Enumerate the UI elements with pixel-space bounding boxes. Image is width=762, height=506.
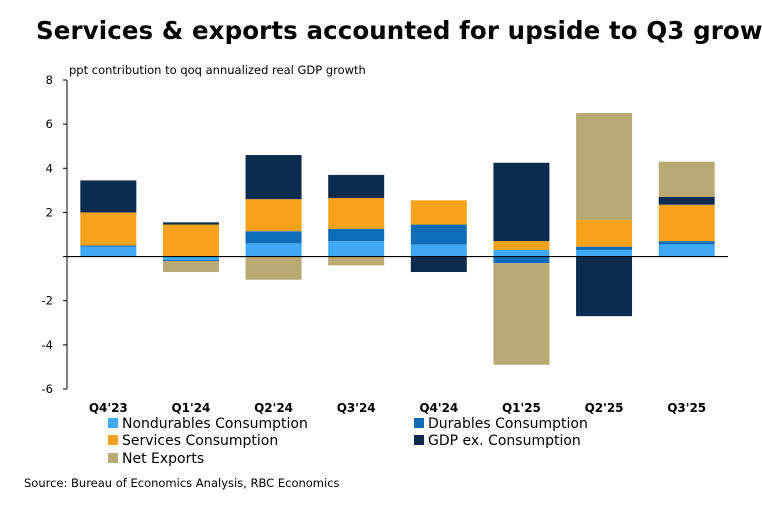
y-tick-label: 6 (46, 117, 53, 131)
bar-segment-services-consumption (328, 198, 385, 229)
bar-segment-services-consumption (410, 200, 467, 225)
bar-segment-durables-consumption (410, 224, 467, 245)
legend-label: Services Consumption (122, 433, 278, 449)
y-tick-label: 8 (46, 73, 53, 87)
bar-segment-services-consumption (80, 212, 137, 246)
bar-segment-nondurables-consumption (80, 246, 137, 257)
legend-swatch (108, 418, 118, 428)
x-tick-label: Q4'23 (89, 401, 128, 415)
bar-segment-gdp-ex-consumption (658, 196, 715, 205)
bar-segment-gdp-ex-consumption (576, 256, 633, 317)
chart-title: Services & exports accounted for upside … (36, 16, 762, 45)
bar-segment-nondurables-consumption (162, 256, 219, 260)
bar-segment-services-consumption (658, 204, 715, 242)
legend-label: Net Exports (122, 451, 204, 467)
bar-segment-nondurables-consumption (576, 249, 633, 257)
legend-label: Nondurables Consumption (122, 416, 308, 432)
bar-segment-durables-consumption (658, 241, 715, 245)
bar-segment-nondurables-consumption (328, 241, 385, 257)
bar-segment-durables-consumption (162, 259, 219, 261)
y-axis-label: ppt contribution to qoq annualized real … (69, 63, 366, 77)
bar-segment-durables-consumption (245, 231, 302, 244)
legend-swatch (414, 435, 424, 445)
bar-segment-net-exports (658, 161, 715, 197)
bar-segment-services-consumption (162, 224, 219, 257)
x-tick-label: Q4'24 (419, 401, 458, 415)
x-tick-label: Q1'24 (171, 401, 210, 415)
source-note: Source: Bureau of Economics Analysis, RB… (24, 476, 340, 490)
legend-swatch (414, 418, 424, 428)
x-tick-label: Q1'25 (502, 401, 541, 415)
legend-swatch (108, 453, 118, 463)
bar-segment-services-consumption (493, 241, 550, 250)
bar-segment-nondurables-consumption (245, 243, 302, 257)
bar-segment-net-exports (245, 256, 302, 280)
legend-swatch (108, 435, 118, 445)
bar-segment-net-exports (328, 256, 385, 266)
y-tick-label: 4 (46, 161, 53, 175)
y-tick-label: -4 (42, 338, 53, 352)
bar-segment-nondurables-consumption (658, 244, 715, 257)
bar-segment-gdp-ex-consumption (493, 162, 550, 242)
bar-segment-nondurables-consumption (410, 244, 467, 257)
x-tick-label: Q3'24 (337, 401, 376, 415)
bar-segment-gdp-ex-consumption (410, 256, 467, 273)
y-tick-label: -6 (42, 382, 53, 396)
bar-segment-gdp-ex-consumption (162, 222, 219, 225)
x-tick-label: Q2'24 (254, 401, 293, 415)
y-tick-label: -2 (42, 294, 53, 308)
x-tick-label: Q3'25 (667, 401, 706, 415)
bar-segment-services-consumption (576, 220, 633, 247)
bar-segment-net-exports (162, 260, 219, 273)
x-tick-label: Q2'25 (585, 401, 624, 415)
legend-label: Durables Consumption (428, 416, 588, 432)
bar-segment-durables-consumption (576, 246, 633, 250)
bar-segment-durables-consumption (80, 245, 137, 247)
bar-segment-durables-consumption (493, 256, 550, 264)
y-tick-label: 2 (46, 205, 53, 219)
bar-segment-services-consumption (245, 199, 302, 232)
bar-segment-net-exports (576, 113, 633, 221)
bar-segment-net-exports (493, 263, 550, 365)
bar-segment-gdp-ex-consumption (245, 155, 302, 200)
bar-segment-gdp-ex-consumption (80, 180, 137, 213)
legend-label: GDP ex. Consumption (428, 433, 581, 449)
bar-segment-durables-consumption (328, 228, 385, 242)
bar-segment-nondurables-consumption (493, 249, 550, 257)
bar-segment-gdp-ex-consumption (328, 174, 385, 199)
